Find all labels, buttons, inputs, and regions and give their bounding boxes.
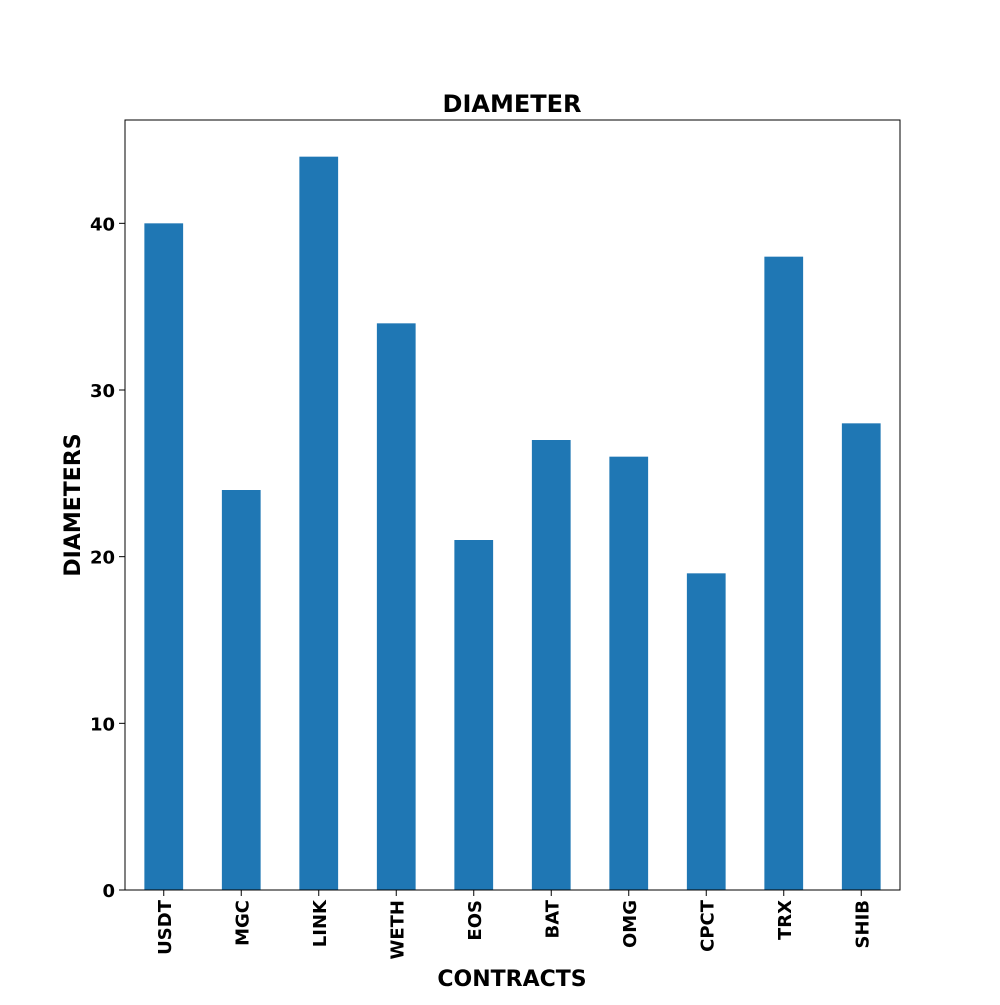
- y-axis-label: DIAMETERS: [61, 433, 86, 576]
- x-tick-label: LINK: [310, 899, 331, 947]
- bar-usdt: [144, 223, 184, 891]
- plot-area-frame: [124, 119, 901, 891]
- bar-shib: [841, 423, 881, 890]
- y-tick-label: 40: [90, 214, 115, 235]
- y-axis: 0 10 20 30 40: [90, 214, 125, 902]
- y-tick-label: 30: [90, 381, 115, 402]
- bar-trx: [764, 256, 804, 891]
- x-tick-label: BAT: [542, 899, 563, 938]
- bar-cpct: [686, 573, 726, 890]
- x-tick-label: USDT: [155, 899, 176, 955]
- bar-omg: [609, 456, 649, 890]
- bar-eos: [454, 540, 494, 890]
- x-tick-label: MGC: [232, 900, 253, 946]
- x-axis-label: CONTRACTS: [437, 967, 586, 992]
- x-tick-label: SHIB: [852, 900, 873, 948]
- y-tick-label: 20: [90, 548, 115, 569]
- y-tick-label: 0: [102, 881, 115, 902]
- bar-bat: [531, 440, 571, 890]
- x-tick-label: CPCT: [697, 899, 718, 952]
- x-tick-label: EOS: [465, 900, 486, 941]
- x-tick-label: WETH: [387, 900, 408, 960]
- x-tick-label: OMG: [620, 900, 641, 948]
- bar-mgc: [221, 490, 261, 890]
- y-tick-label: 10: [90, 714, 115, 735]
- chart-title: DIAMETER: [443, 90, 582, 118]
- bars-layer: [144, 156, 881, 891]
- bar-link: [299, 156, 339, 890]
- x-tick-label: TRX: [775, 900, 796, 940]
- bar-weth: [376, 323, 416, 890]
- x-axis: USDT MGC LINK WETH EOS BAT OMG CPCT TRX SHIB: [155, 890, 873, 960]
